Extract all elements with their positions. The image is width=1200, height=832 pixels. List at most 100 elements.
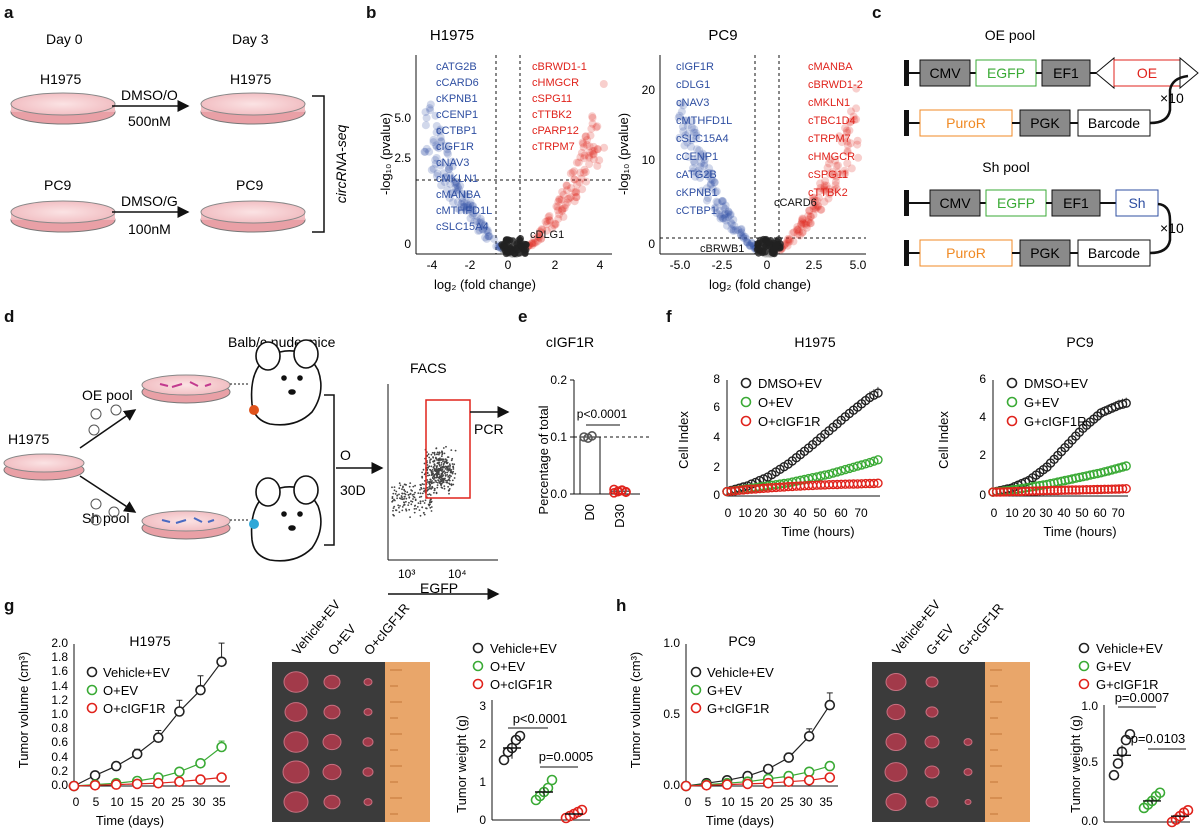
volcano-gene-label: cSPG11 — [532, 93, 572, 105]
facs-point — [433, 473, 436, 476]
tick-label: -5.0 — [670, 258, 691, 272]
chart-h-weight — [1103, 705, 1194, 828]
facs-point — [438, 477, 441, 480]
data-point — [621, 486, 631, 497]
volcano-point — [809, 201, 818, 210]
volcano-point — [534, 232, 543, 241]
volcano-point — [679, 101, 688, 110]
facs-point — [423, 513, 426, 516]
volcano-gene-label: cNAV3 — [676, 97, 709, 109]
volcano-point — [825, 189, 834, 198]
dish-icon — [200, 92, 306, 125]
tick-label: 0 — [648, 237, 655, 251]
volcano-point — [716, 214, 725, 223]
data-point — [89, 770, 101, 781]
a-cell-h1975-right: H1975 — [230, 71, 271, 87]
volcano-point — [484, 232, 493, 241]
facs-point — [428, 504, 431, 507]
volcano-point — [829, 171, 838, 180]
mice-label: Balb/c nude mice — [228, 334, 336, 350]
volcano-point — [475, 226, 484, 235]
volcano-point — [852, 115, 861, 124]
g-weight-ylabel: Tumor weight (g) — [454, 715, 469, 813]
legend-marker — [86, 684, 98, 696]
volcano-point — [699, 153, 708, 161]
volcano-point — [469, 201, 477, 210]
volcano-point — [798, 215, 807, 224]
volcano-point — [726, 211, 735, 220]
volcano-point — [692, 134, 701, 143]
days-label: 30D — [340, 482, 366, 498]
facs-point — [405, 509, 408, 512]
volcano-point — [700, 155, 709, 164]
facs-point — [394, 493, 397, 495]
facs-point — [440, 464, 443, 466]
volcano-point — [705, 164, 714, 173]
category-label: D30 — [612, 504, 627, 528]
volcano-point — [772, 241, 780, 249]
facs-point — [422, 468, 425, 471]
facs-point — [398, 493, 400, 496]
volcano-point — [804, 211, 813, 220]
h-ylabel: Tumor volume (cm³) — [628, 652, 643, 769]
volcano-point — [482, 234, 491, 243]
volcano-point — [843, 128, 851, 137]
data-point — [1002, 487, 1013, 497]
volcano-point — [845, 117, 854, 126]
f-title-h1975: H1975 — [794, 334, 835, 350]
volcano-ylabel: -log₁₀ (pvalue) — [616, 113, 631, 195]
legend-label: G+EV — [1096, 659, 1131, 674]
volcano-point — [589, 142, 598, 151]
legend-label: Vehicle+EV — [490, 641, 557, 656]
facs-point — [418, 509, 421, 511]
volcano-point — [708, 184, 717, 193]
facs-point — [429, 503, 431, 506]
volcano-point — [573, 180, 581, 189]
ef1-element: EF1 — [1063, 195, 1089, 211]
volcano-point — [537, 234, 546, 243]
volcano-point — [798, 218, 806, 227]
circrna-seq-label: circRNA-seq — [333, 125, 349, 204]
volcano-point — [535, 233, 544, 242]
pgk-element: PGK — [1030, 245, 1060, 261]
facs-point — [442, 463, 445, 466]
tick-label: 35 — [819, 795, 833, 809]
volcano-point — [465, 205, 474, 213]
facs-point — [409, 482, 412, 484]
facs-point — [433, 491, 435, 494]
volcano-point — [436, 133, 445, 142]
data-point — [844, 463, 855, 474]
facs-point — [414, 484, 416, 487]
data-point — [721, 779, 733, 790]
tick-label: 60 — [834, 506, 848, 520]
legend-label: O+EV — [758, 395, 793, 410]
tick-label: 10 — [721, 795, 735, 809]
data-point — [824, 699, 836, 711]
facs-point — [429, 498, 432, 501]
data-point — [131, 748, 143, 760]
facs-point — [448, 482, 450, 485]
facs-gate — [425, 399, 471, 499]
volcano-point — [579, 143, 588, 152]
volcano-gene-label: cBRWB1 — [700, 243, 744, 255]
facs-point — [410, 500, 412, 502]
facs-point — [443, 487, 446, 490]
volcano-point — [742, 237, 751, 246]
data-point — [824, 772, 836, 783]
volcano-point — [798, 227, 807, 236]
volcano-point — [834, 161, 842, 170]
facs-point — [430, 453, 433, 456]
panel-g: H1975 Tumor volume (cm³) Time (days) 0 5… — [16, 597, 593, 828]
facs-point — [440, 462, 443, 464]
volcano-point — [723, 221, 731, 230]
facs-point — [447, 465, 450, 467]
facs-point — [393, 486, 396, 488]
facs-point — [419, 488, 421, 491]
tumor — [884, 762, 908, 782]
volcano-point — [453, 183, 462, 191]
volcano-point — [570, 188, 579, 196]
volcano-point — [561, 201, 570, 209]
volcano-point — [808, 193, 817, 202]
legend-marker — [1006, 396, 1018, 408]
legend-marker — [1078, 642, 1090, 654]
